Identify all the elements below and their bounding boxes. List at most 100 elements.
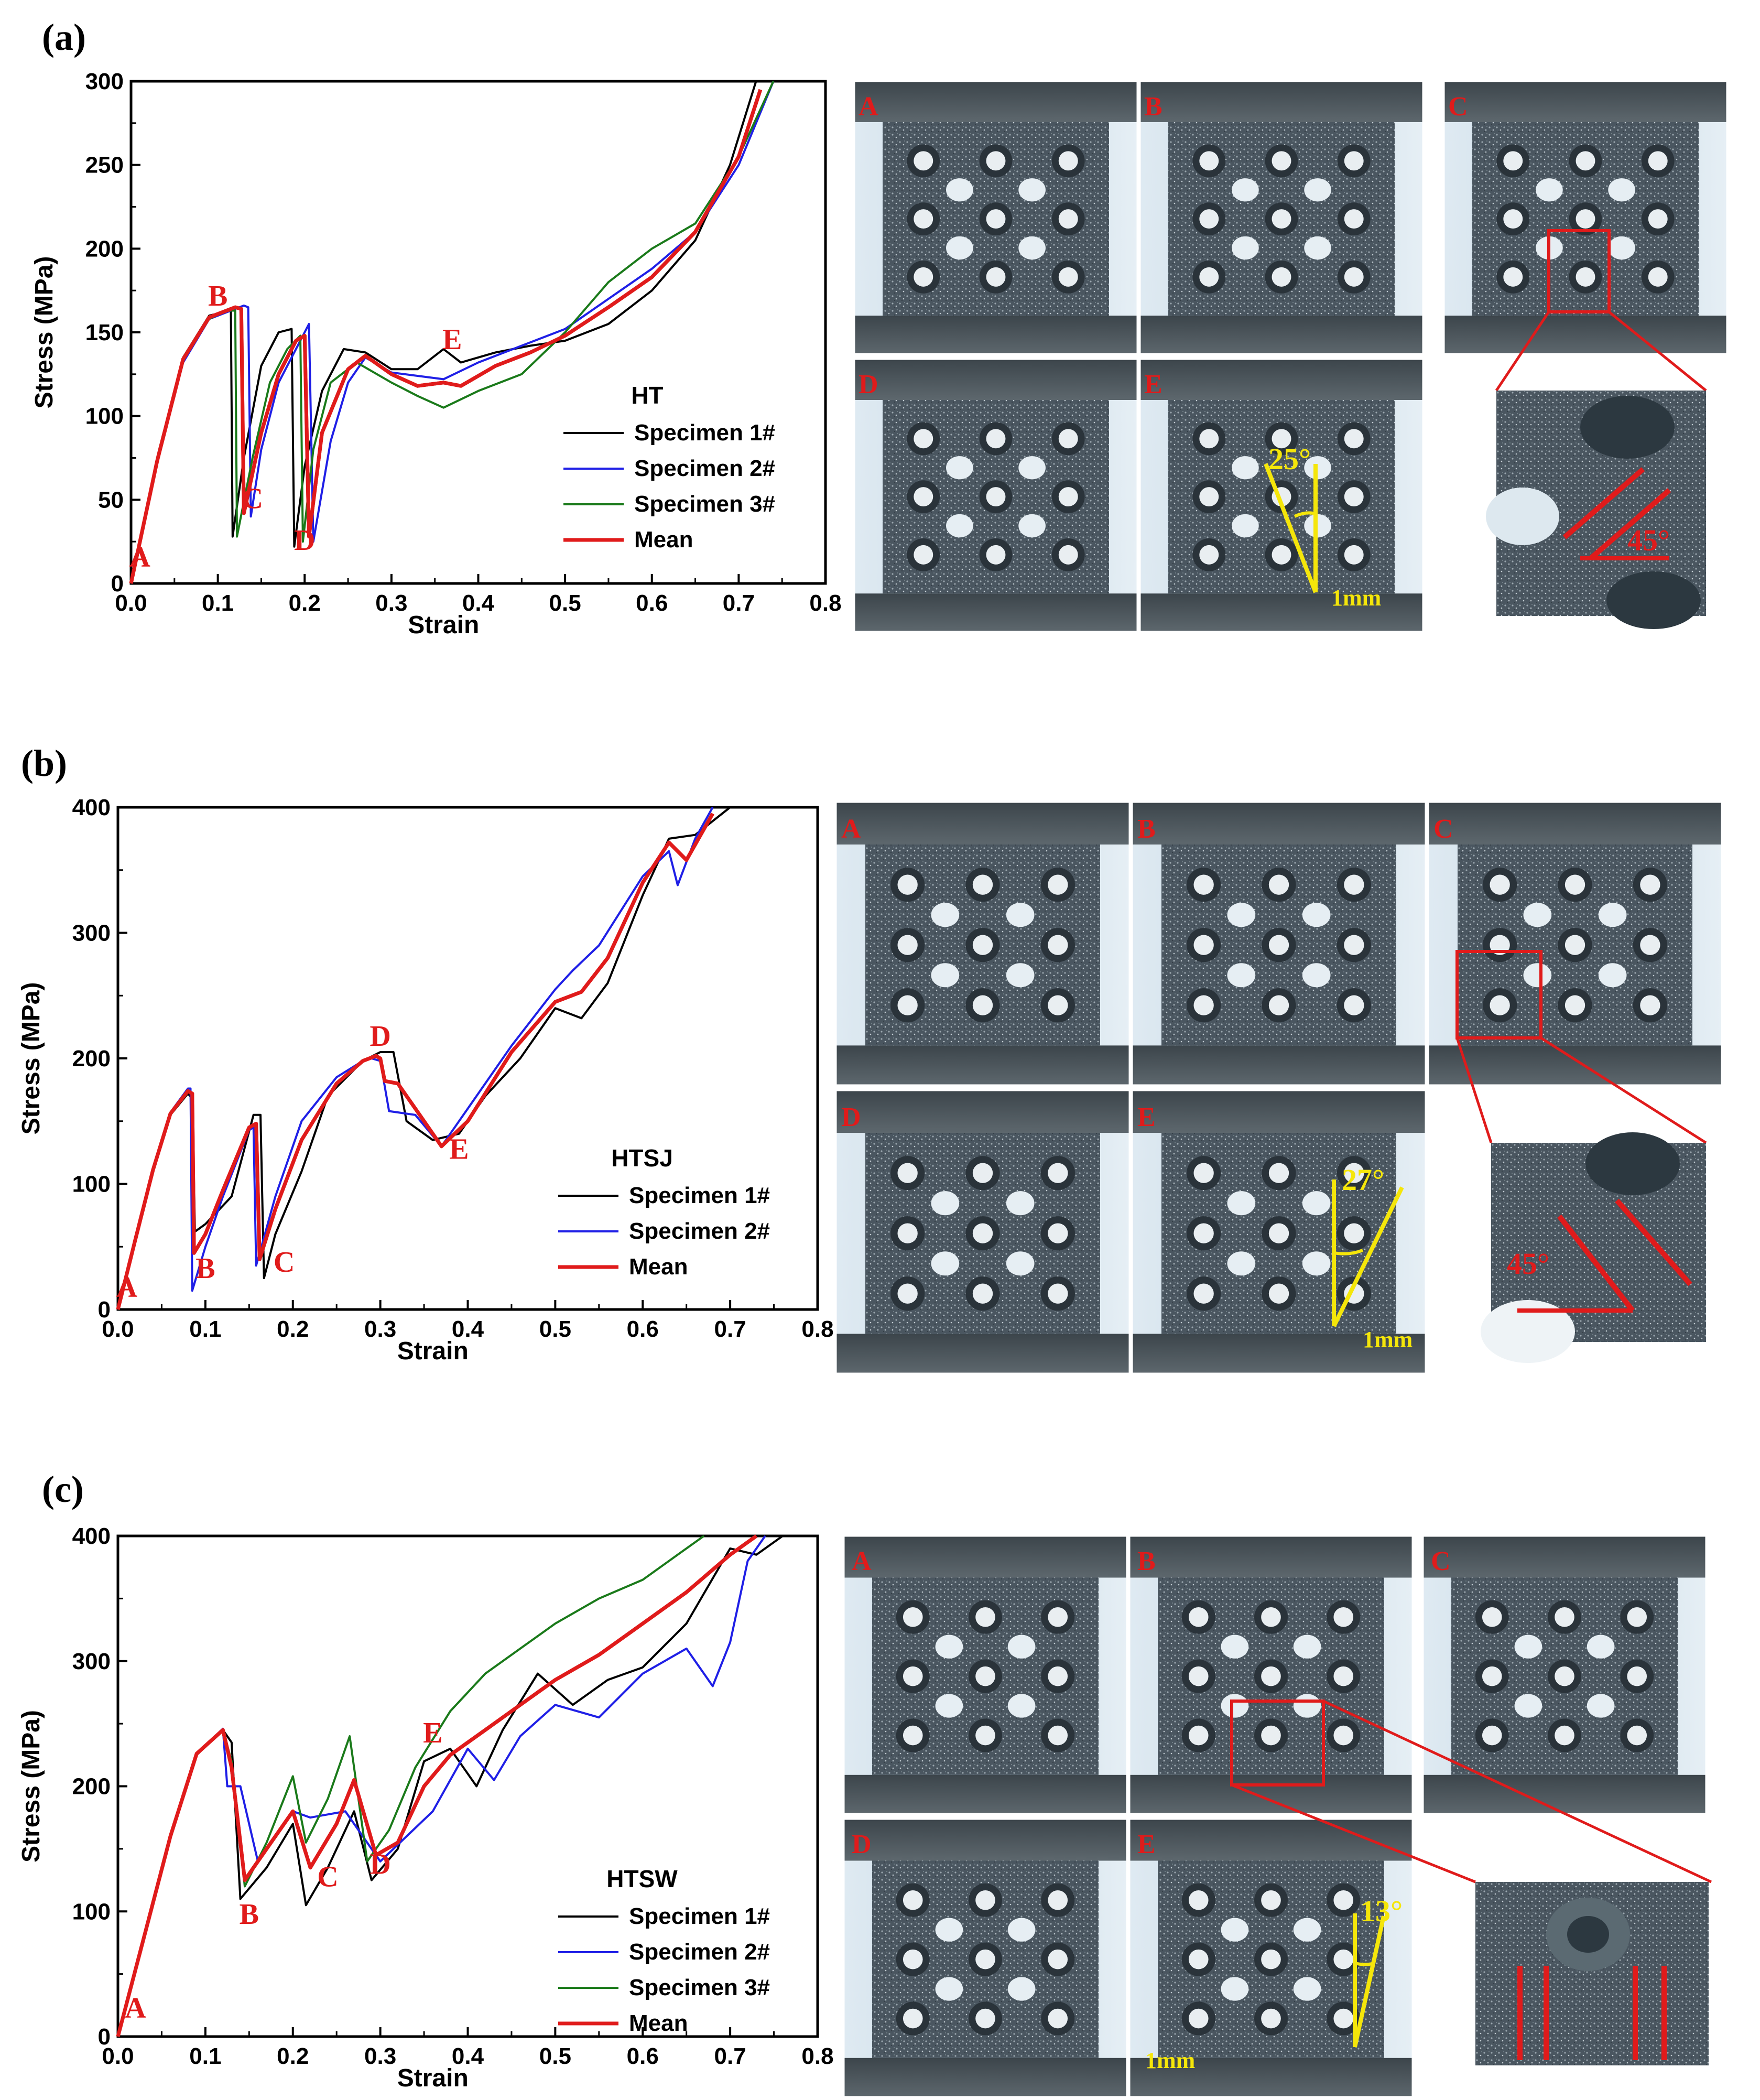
- photos-b: A B C D E 45° 27° 1mm: [835, 801, 1723, 1374]
- y-axis-title: Stress (MPa): [17, 982, 45, 1135]
- photo-label-a-E: E: [1144, 370, 1163, 399]
- zoom-line-right-a: [1608, 311, 1707, 392]
- scale-bar-b: 1mm: [1363, 1327, 1413, 1352]
- photo-label-c-C: C: [1431, 1546, 1451, 1576]
- panel-c: (c) 0.0 0.1 0.2 0.3 0.4 0.5 0.6 0.7 0.8 0 100 200 30…: [17, 1468, 1712, 2098]
- photo-label-b-B: B: [1137, 814, 1156, 844]
- zoom-box-c: [1230, 1700, 1325, 1787]
- photo-a-A: [853, 80, 1138, 355]
- legend-label-specimen2: Specimen 2#: [634, 456, 775, 481]
- legend-label-specimen2: Specimen 2#: [629, 1939, 770, 1965]
- zoom-box-a: [1547, 229, 1611, 313]
- x-tick-label: 0.8: [809, 590, 841, 616]
- panel-b: (b) 0.0 0.1 0.2 0.3 0.4 0.5 0.6 0.7 0.8 0 100 200 30…: [17, 742, 1723, 1374]
- inset-a: 45°: [1486, 391, 1706, 629]
- y-tick-label: 100: [72, 1172, 111, 1197]
- y-tick-label: 0: [111, 571, 124, 597]
- x-axis-title: Strain: [397, 2064, 469, 2092]
- x-tick-label: 0.3: [364, 1316, 396, 1342]
- photo-c-E: [1128, 1818, 1414, 2098]
- point-label-D: D: [370, 1848, 390, 1881]
- y-tick-label: 300: [72, 921, 111, 946]
- x-tick-label: 0.7: [714, 1316, 746, 1342]
- inset-b: 45°: [1481, 1132, 1706, 1363]
- series-line-specimen1: [130, 81, 757, 584]
- legend-label-mean: Mean: [629, 2010, 688, 2036]
- legend-label-specimen1: Specimen 1#: [629, 1183, 770, 1208]
- y-tick-label: 300: [72, 1649, 111, 1674]
- series-line-mean-top: [116, 1534, 758, 2037]
- photo-a-E: [1139, 358, 1424, 633]
- x-tick-label: 0.0: [102, 1316, 134, 1342]
- plot-frame: [116, 806, 819, 1311]
- photo-c-D: [843, 1818, 1128, 2098]
- y-tick-label: 0: [98, 2024, 111, 2050]
- angle-yellow-c: 13°: [1360, 1894, 1403, 1928]
- x-tick-label: 0.2: [277, 2043, 309, 2069]
- y-tick-label: 100: [85, 404, 124, 429]
- y-tick-label: 0: [98, 1297, 111, 1323]
- zoom-line-left-c: [1231, 1783, 1476, 1883]
- photo-label-a-C: C: [1448, 92, 1468, 122]
- y-tick-label: 400: [72, 795, 111, 820]
- legend-label-mean: Mean: [629, 1254, 688, 1280]
- point-label-D: D: [294, 524, 315, 557]
- y-tick-label: 100: [72, 1899, 111, 1924]
- angle-red-a: 45°: [1627, 523, 1670, 557]
- legend-label-specimen1: Specimen 1#: [634, 420, 775, 446]
- point-label-E: E: [442, 323, 462, 356]
- point-label-A: A: [116, 1271, 137, 1304]
- zoom-line-right-c: [1322, 1700, 1712, 1883]
- y-tick-label: 250: [85, 153, 124, 178]
- legend-label-specimen1: Specimen 1#: [629, 1903, 770, 1929]
- scale-bar-c: 1mm: [1145, 2048, 1195, 2073]
- panel-label-b: (b): [21, 742, 67, 784]
- photo-c-B: [1128, 1535, 1414, 1815]
- photo-label-b-A: A: [841, 814, 861, 844]
- point-label-B: B: [208, 280, 227, 312]
- chart-htsj: 0.0 0.1 0.2 0.3 0.4 0.5 0.6 0.7 0.8 0 100 200 300 400…: [17, 795, 834, 1365]
- angle-indicator-b: 27° 1mm: [1332, 1163, 1413, 1352]
- angle-yellow-b: 27°: [1342, 1163, 1384, 1197]
- photo-label-b-C: C: [1433, 814, 1453, 844]
- zoom-line-right-b: [1540, 1036, 1707, 1144]
- panel-label-c: (c): [42, 1468, 84, 1510]
- photo-label-c-B: B: [1137, 1546, 1156, 1576]
- photo-b-D: [835, 1089, 1131, 1374]
- point-label-D: D: [370, 1020, 390, 1053]
- x-tick-label: 0.1: [189, 2043, 221, 2069]
- photo-label-a-B: B: [1144, 92, 1163, 122]
- x-tick-label: 0.5: [549, 590, 581, 616]
- photo-label-c-A: A: [852, 1546, 872, 1576]
- x-tick-label: 0.8: [801, 2043, 833, 2069]
- y-axis-title: Stress (MPa): [30, 256, 58, 409]
- photos-a: A B C D E 45°: [853, 80, 1728, 633]
- photo-label-c-D: D: [852, 1830, 872, 1859]
- legend-title: HTSW: [606, 1865, 678, 1892]
- photo-a-D: [853, 358, 1138, 633]
- x-tick-label: 0.7: [723, 590, 755, 616]
- zoom-line-left-b: [1455, 1037, 1493, 1143]
- point-label-B: B: [240, 1898, 259, 1931]
- x-tick-label: 0.6: [627, 2043, 659, 2069]
- legend-label-specimen3: Specimen 3#: [634, 491, 775, 517]
- y-axis-title: Stress (MPa): [17, 1710, 45, 1863]
- point-label-B: B: [195, 1252, 215, 1285]
- x-tick-label: 0.6: [627, 1316, 659, 1342]
- series-line-specimen2: [130, 81, 775, 584]
- photo-c-A: [843, 1535, 1128, 1815]
- x-tick-label: 0.0: [115, 590, 147, 616]
- y-tick-label: 50: [98, 487, 124, 513]
- angle-indicator-a: 25° 1mm: [1264, 442, 1381, 611]
- x-tick-label: 0.5: [539, 1316, 571, 1342]
- photo-label-a-A: A: [859, 92, 878, 122]
- point-label-E: E: [449, 1133, 469, 1166]
- point-label-A: A: [125, 1992, 146, 2025]
- legend-title: HTSJ: [611, 1144, 673, 1172]
- photos-c: A B C D E 13° 1mm: [843, 1535, 1712, 2098]
- y-tick-label: 200: [72, 1774, 111, 1800]
- photo-b-A: [835, 801, 1131, 1086]
- photo-b-C: [1427, 801, 1723, 1086]
- x-tick-label: 0.6: [636, 590, 668, 616]
- photo-b-B: [1131, 801, 1427, 1086]
